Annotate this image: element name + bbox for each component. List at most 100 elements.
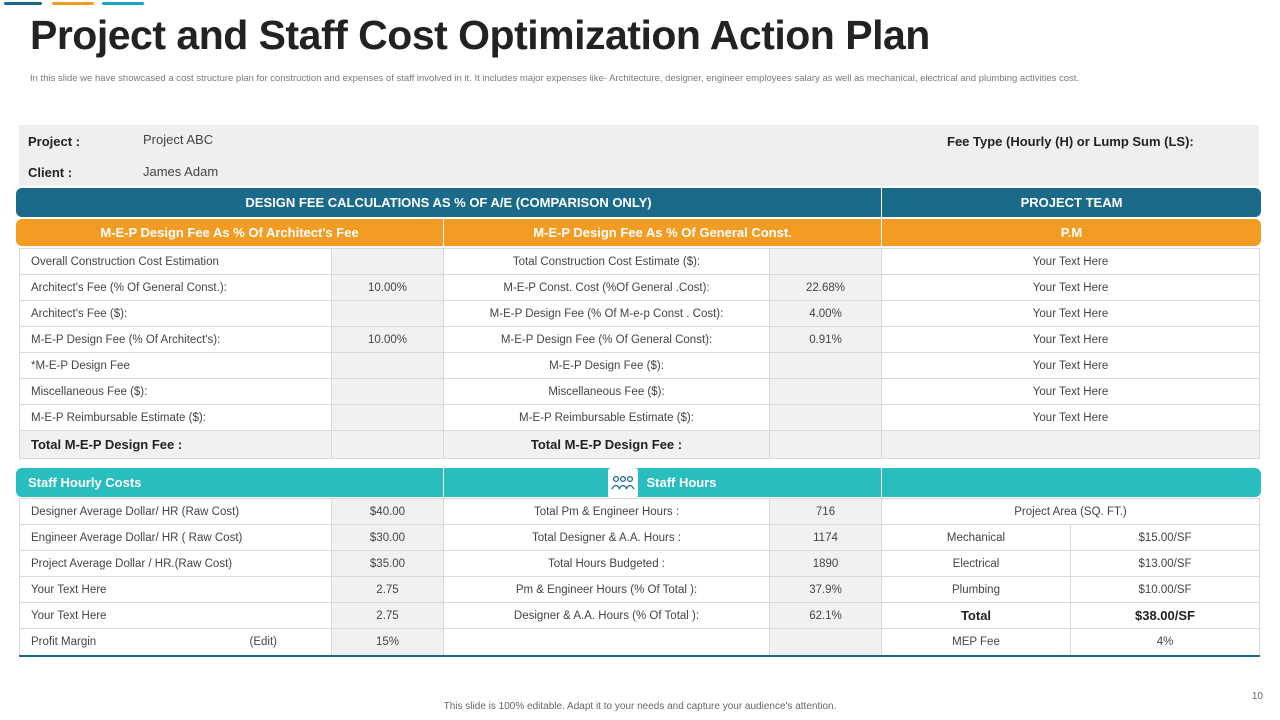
area-rate-cell: $15.00/SF (1069, 524, 1261, 551)
hours-value-cell: 1890 (769, 550, 882, 577)
area-rate-cell: $10.00/SF (1069, 576, 1261, 603)
design-fee-header: DESIGN FEE CALCULATIONS AS % OF A/E (COM… (16, 188, 881, 217)
fee-general-value-cell: 4.00% (769, 300, 882, 327)
page-title: Project and Staff Cost Optimization Acti… (30, 12, 930, 58)
fee-type-label: Fee Type (Hourly (H) or Lump Sum (LS): (947, 134, 1194, 149)
fee-label-cell: M-E-P Reimbursable Estimate ($): (19, 404, 332, 431)
mep-general-header: M-E-P Design Fee As % Of General Const. (443, 219, 881, 246)
hours-value-cell: 62.1% (769, 602, 882, 629)
fee-row: Overall Construction Cost Estimation Tota… (19, 248, 1260, 275)
staff-team-blank-header (881, 468, 1261, 497)
fee-architect-value-cell (331, 404, 444, 431)
pm-header-text: P.M (1060, 225, 1083, 240)
fee-general-label-cell: M-E-P Design Fee (% Of General Const): (443, 326, 770, 353)
project-area-cell: Project Area (SQ. FT.) (880, 498, 1261, 525)
staff-rate-cell: $40.00 (331, 498, 444, 525)
pm-text-cell: Your Text Here (881, 404, 1260, 431)
staff-row: Your Text Here 2.75 Designer & A.A. Hours … (19, 602, 1261, 629)
fee-architect-value-cell (331, 300, 444, 327)
fee-architect-value-cell (331, 352, 444, 379)
profit-blank-cell (443, 628, 770, 656)
total-mep-value-left (331, 430, 444, 459)
hours-value-cell: 716 (769, 498, 882, 525)
project-label: Project : (28, 134, 81, 149)
staff-rate-cell: 2.75 (331, 576, 444, 603)
fee-label-cell: Miscellaneous Fee ($): (19, 378, 332, 405)
hours-label-cell: Total Designer & A.A. Hours : (443, 524, 770, 551)
staff-label-cell: Your Text Here (19, 576, 332, 603)
fee-label-cell: Overall Construction Cost Estimation (19, 248, 332, 275)
staff-row: Designer Average Dollar/ HR (Raw Cost) $4… (19, 498, 1261, 525)
fee-row: Architect's Fee (% Of General Const.): 10… (19, 274, 1260, 301)
total-pm-blank (881, 430, 1260, 459)
staff-label-cell: Your Text Here (19, 602, 332, 629)
staff-row: Project Average Dollar / HR.(Raw Cost) $3… (19, 550, 1261, 577)
fee-architect-value-cell: 10.00% (331, 274, 444, 301)
staff-cost-table: Designer Average Dollar/ HR (Raw Cost) $4… (19, 498, 1261, 657)
staff-hourly-header: Staff Hourly Costs (16, 468, 443, 497)
team-icon (608, 467, 639, 498)
fee-label-cell: Architect's Fee ($): (19, 300, 332, 327)
mep-fee-label: MEP Fee (881, 628, 1071, 656)
area-total-value: $38.00/SF (1069, 602, 1261, 629)
page-number: 10 (1251, 691, 1263, 702)
hours-label-cell: Total Pm & Engineer Hours : (443, 498, 770, 525)
fee-row: *M-E-P Design Fee M-E-P Design Fee ($): Yo… (19, 352, 1260, 379)
accent-line-navy (4, 2, 42, 5)
pm-text-cell: Your Text Here (881, 326, 1260, 353)
profit-margin-value: 15% (331, 628, 444, 656)
fee-label-cell: M-E-P Design Fee (% Of Architect's): (19, 326, 332, 353)
staff-rate-cell: 2.75 (331, 602, 444, 629)
pm-text-cell: Your Text Here (881, 378, 1260, 405)
total-mep-value-right (769, 430, 882, 459)
area-category-cell: Mechanical (881, 524, 1071, 551)
client-value: James Adam (143, 164, 219, 179)
area-rate-cell: $13.00/SF (1069, 550, 1261, 577)
fee-architect-value-cell (331, 248, 444, 275)
project-team-header: PROJECT TEAM (881, 188, 1261, 217)
fee-row: M-E-P Reimbursable Estimate ($): M-E-P Re… (19, 404, 1260, 431)
staff-label-cell: Project Average Dollar / HR.(Raw Cost) (19, 550, 332, 577)
area-total-label: Total (881, 602, 1071, 629)
staff-row: Engineer Average Dollar/ HR ( Raw Cost) $… (19, 524, 1261, 551)
fee-general-label-cell: M-E-P Reimbursable Estimate ($): (443, 404, 770, 431)
fee-general-value-cell (769, 352, 882, 379)
mep-fee-value: 4% (1069, 628, 1261, 656)
fee-general-label-cell: M-E-P Design Fee (% Of M-e-p Const . Cos… (443, 300, 770, 327)
pm-text-cell: Your Text Here (881, 248, 1260, 275)
accent-line-orange (52, 2, 94, 5)
page-subtitle: In this slide we have showcased a cost s… (30, 73, 1080, 84)
fee-label-cell: Architect's Fee (% Of General Const.): (19, 274, 332, 301)
fee-general-label-cell: M-E-P Design Fee ($): (443, 352, 770, 379)
staff-rate-cell: $30.00 (331, 524, 444, 551)
footer-note: This slide is 100% editable. Adapt it to… (443, 701, 837, 712)
fee-architect-value-cell: 10.00% (331, 326, 444, 353)
design-fee-header-text: DESIGN FEE CALCULATIONS AS % OF A/E (COM… (245, 195, 652, 210)
profit-margin-label: Profit Margin (31, 635, 97, 648)
pm-text-cell: Your Text Here (881, 300, 1260, 327)
mep-architect-header: M-E-P Design Fee As % Of Architect's Fee (16, 219, 443, 246)
fee-general-label-cell: Total Construction Cost Estimate ($): (443, 248, 770, 275)
fee-total-row: Total M-E-P Design Fee : Total M-E-P Desi… (19, 430, 1260, 459)
staff-row: Your Text Here 2.75 Pm & Engineer Hours (%… (19, 576, 1261, 603)
pm-header: P.M (881, 219, 1261, 246)
fee-row: Miscellaneous Fee ($): Miscellaneous Fee … (19, 378, 1260, 405)
fee-general-value-cell (769, 404, 882, 431)
fee-calculation-table: Overall Construction Cost Estimation Tota… (19, 248, 1260, 459)
team-icon-graphic (611, 475, 636, 489)
staff-hours-header-text: Staff Hours (646, 475, 717, 490)
profit-margin-edit[interactable]: (Edit) (249, 635, 277, 648)
fee-label-cell: *M-E-P Design Fee (19, 352, 332, 379)
fee-row: Architect's Fee ($): M-E-P Design Fee (% … (19, 300, 1260, 327)
fee-general-value-cell: 0.91% (769, 326, 882, 353)
mep-architect-header-text: M-E-P Design Fee As % Of Architect's Fee (100, 225, 359, 240)
fee-architect-value-cell (331, 378, 444, 405)
project-team-header-text: PROJECT TEAM (1020, 195, 1123, 210)
project-info-panel: Project : Project ABC Client : James Ada… (19, 125, 1259, 186)
hours-label-cell: Designer & A.A. Hours (% Of Total ): (443, 602, 770, 629)
profit-margin-row: Profit Margin (Edit) 15% MEP Fee 4% (19, 628, 1261, 656)
profit-blank-shade-cell (769, 628, 882, 656)
staff-label-cell: Engineer Average Dollar/ HR ( Raw Cost) (19, 524, 332, 551)
fee-general-value-cell: 22.68% (769, 274, 882, 301)
hours-label-cell: Total Hours Budgeted : (443, 550, 770, 577)
